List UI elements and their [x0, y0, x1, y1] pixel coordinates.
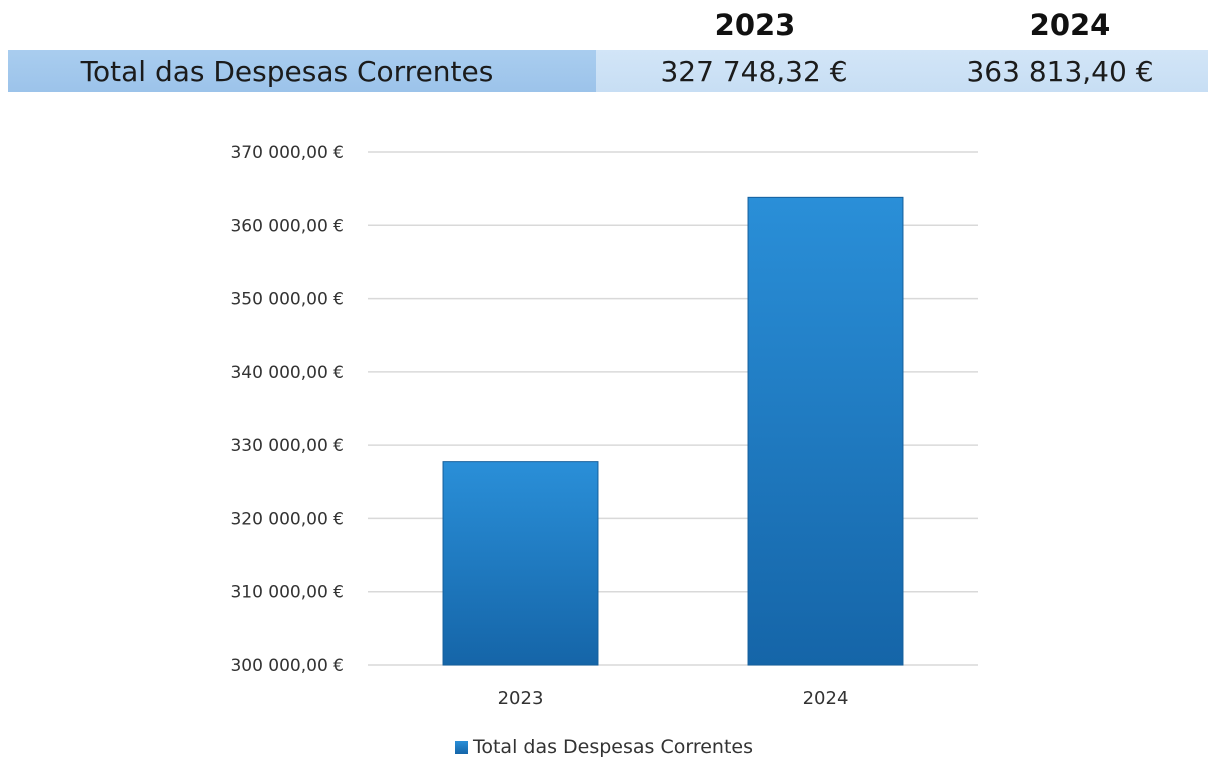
y-tick-label: 300 000,00 € [230, 656, 344, 676]
summary-value-2023: 327 748,32 € [596, 50, 912, 92]
summary-row: Total das Despesas Correntes 327 748,32 … [8, 50, 1208, 92]
legend: Total das Despesas Correntes [0, 734, 1208, 760]
y-tick-label: 330 000,00 € [230, 436, 344, 456]
y-tick-label: 370 000,00 € [230, 143, 344, 163]
y-tick-label: 340 000,00 € [230, 363, 344, 383]
legend-swatch [454, 740, 468, 754]
year-header-2023: 2023 [714, 8, 796, 42]
x-tick-label: 2024 [803, 688, 849, 709]
y-tick-label: 360 000,00 € [230, 216, 344, 236]
summary-label: Total das Despesas Correntes [8, 50, 596, 92]
y-tick-label: 310 000,00 € [230, 583, 344, 603]
x-axis-labels: 2023 2024 [498, 688, 849, 709]
bars [442, 196, 904, 666]
summary-value-2024: 363 813,40 € [912, 50, 1208, 92]
x-tick-label: 2023 [498, 688, 544, 709]
legend-label: Total das Despesas Correntes [472, 736, 754, 758]
year-header-2024: 2024 [1029, 8, 1111, 42]
bar-2023 [442, 461, 599, 666]
y-tick-label: 320 000,00 € [230, 509, 344, 529]
bar-2024 [747, 196, 904, 666]
y-tick-label: 350 000,00 € [230, 290, 344, 310]
y-axis-labels: 300 000,00 € 310 000,00 € 320 000,00 € 330 … [230, 143, 344, 676]
